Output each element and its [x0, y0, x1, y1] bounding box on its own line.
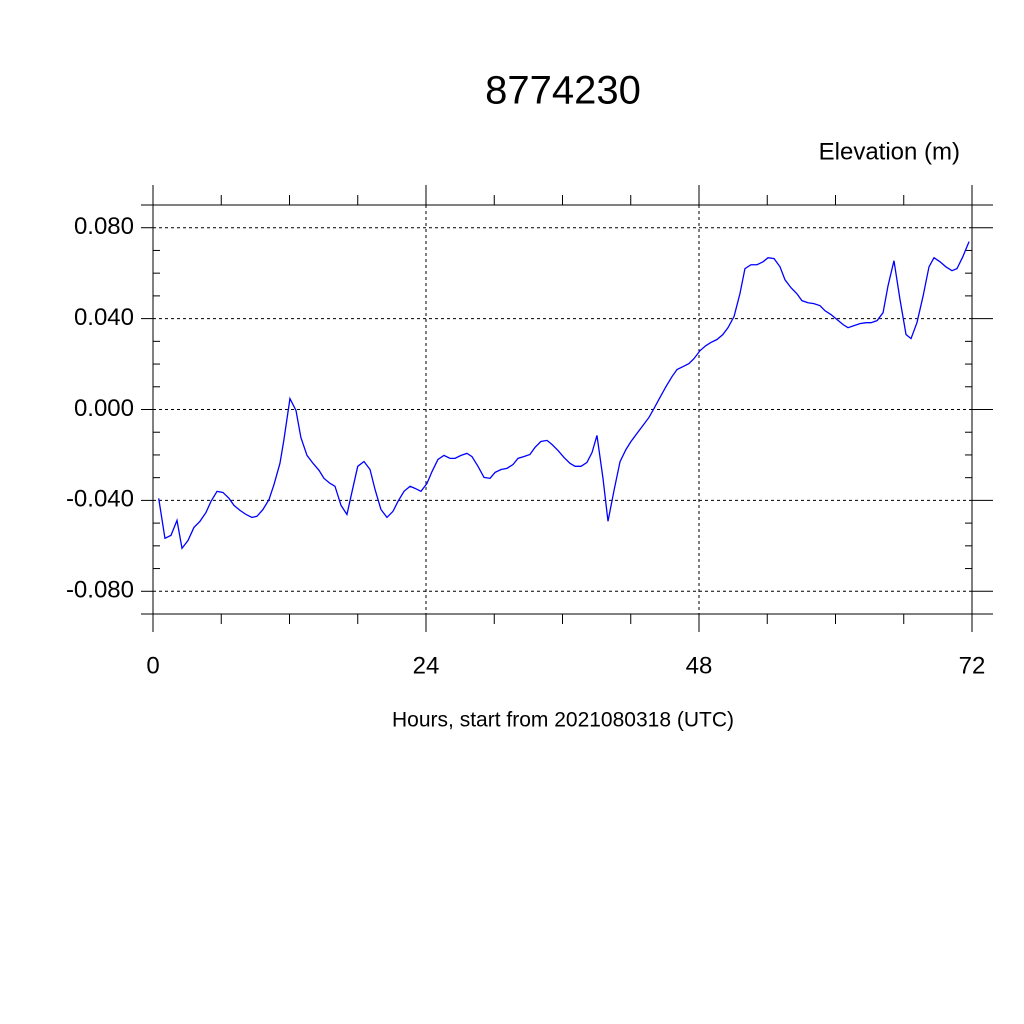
x-axis-label: Hours, start from 2021080318 (UTC)	[392, 709, 734, 732]
y-tick-label: -0.040	[66, 486, 134, 513]
x-tick-label: 24	[413, 652, 440, 679]
y-tick-label: 0.000	[74, 395, 134, 422]
y-tick-label: -0.080	[66, 577, 134, 604]
x-tick-label: 0	[146, 652, 159, 679]
y-tick-label: 0.040	[74, 304, 134, 331]
chart-title: 8774230	[485, 69, 641, 113]
y-axis-label: Elevation (m)	[819, 138, 960, 165]
x-tick-label: 48	[686, 652, 713, 679]
y-tick-label: 0.080	[74, 213, 134, 240]
data-line	[158, 241, 970, 550]
x-tick-label: 72	[959, 652, 986, 679]
